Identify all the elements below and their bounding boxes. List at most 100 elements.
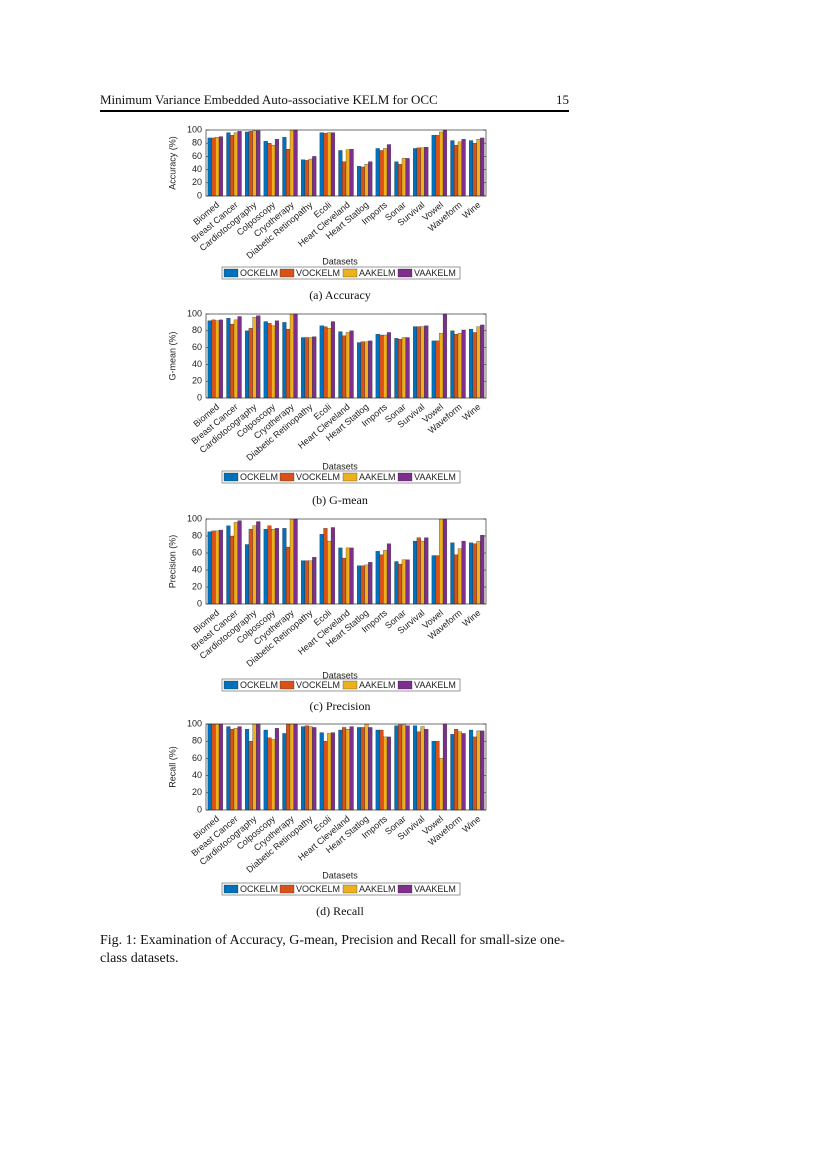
bar bbox=[226, 318, 231, 399]
bar bbox=[401, 724, 406, 811]
bar bbox=[345, 149, 350, 197]
bar bbox=[312, 336, 317, 399]
bar bbox=[349, 547, 354, 605]
bar bbox=[338, 150, 343, 197]
legend-label: AAKELM bbox=[359, 268, 396, 278]
bar bbox=[394, 561, 399, 605]
legend-swatch bbox=[342, 472, 358, 482]
bar bbox=[327, 132, 332, 197]
y-tick-label: 100 bbox=[187, 308, 202, 318]
legend-label: AAKELM bbox=[359, 472, 396, 482]
bar bbox=[252, 130, 257, 197]
bar bbox=[293, 518, 298, 605]
bar bbox=[457, 731, 462, 811]
bar bbox=[375, 148, 380, 197]
bar bbox=[304, 725, 309, 811]
x-tick-label: Wine bbox=[460, 608, 482, 629]
bar bbox=[454, 145, 459, 197]
bar bbox=[230, 135, 235, 197]
bar bbox=[293, 129, 298, 197]
bar bbox=[405, 559, 410, 605]
bar bbox=[424, 325, 429, 399]
bar bbox=[289, 313, 294, 399]
bar bbox=[442, 129, 447, 197]
bar bbox=[218, 723, 223, 811]
bar bbox=[215, 137, 220, 197]
bar bbox=[457, 141, 462, 197]
legend-swatch bbox=[342, 884, 358, 894]
bar bbox=[386, 543, 391, 605]
bar bbox=[439, 131, 444, 197]
bar bbox=[450, 140, 455, 197]
bar bbox=[233, 132, 238, 197]
bar bbox=[248, 529, 253, 605]
x-tick-label: Wine bbox=[460, 200, 482, 221]
y-tick-label: 80 bbox=[192, 138, 202, 148]
bar bbox=[360, 727, 365, 811]
bar bbox=[476, 730, 481, 811]
bar bbox=[252, 317, 257, 399]
bar bbox=[375, 551, 380, 605]
bar bbox=[386, 332, 391, 399]
bar bbox=[416, 326, 421, 399]
y-tick-label: 20 bbox=[192, 177, 202, 187]
bar bbox=[413, 326, 418, 399]
bar bbox=[454, 334, 459, 399]
bar bbox=[338, 331, 343, 399]
bar bbox=[245, 330, 250, 399]
subfigure-caption: (a) Accuracy bbox=[309, 288, 371, 302]
bar bbox=[349, 148, 354, 197]
bar bbox=[439, 758, 444, 811]
figure-caption: Fig. 1: Examination of Accuracy, G-mean,… bbox=[100, 933, 565, 966]
x-tick-label: Wine bbox=[460, 814, 482, 835]
legend-swatch bbox=[279, 884, 295, 894]
legend-label: AAKELM bbox=[359, 884, 396, 894]
bar bbox=[394, 161, 399, 197]
bar bbox=[308, 726, 313, 811]
bar bbox=[211, 319, 216, 399]
bar bbox=[360, 565, 365, 605]
bar bbox=[386, 736, 391, 811]
bar bbox=[274, 728, 279, 811]
legend-swatch bbox=[342, 680, 358, 690]
bar bbox=[439, 518, 444, 605]
bar bbox=[424, 729, 429, 811]
bar bbox=[368, 161, 373, 197]
bar bbox=[256, 130, 261, 197]
bar bbox=[472, 543, 477, 605]
bar bbox=[386, 144, 391, 197]
bar bbox=[304, 337, 309, 399]
bar bbox=[327, 328, 332, 399]
bar bbox=[357, 342, 362, 399]
x-axis-label: Datasets bbox=[322, 670, 358, 680]
y-tick-label: 100 bbox=[187, 718, 202, 728]
bar bbox=[248, 328, 253, 399]
legend-swatch bbox=[397, 472, 413, 482]
bar bbox=[424, 147, 429, 197]
bar bbox=[383, 550, 388, 605]
bar bbox=[472, 143, 477, 197]
bar bbox=[357, 565, 362, 605]
axes-box bbox=[205, 723, 487, 811]
bar bbox=[469, 328, 474, 399]
legend-label: VOCKELM bbox=[296, 268, 340, 278]
bar bbox=[461, 540, 466, 605]
legend-label: VOCKELM bbox=[296, 680, 340, 690]
bar bbox=[218, 136, 223, 197]
bar bbox=[256, 723, 261, 811]
y-tick-label: 60 bbox=[192, 151, 202, 161]
y-tick-label: 0 bbox=[197, 804, 202, 814]
bar bbox=[360, 341, 365, 399]
bar bbox=[301, 159, 306, 197]
y-tick-label: 40 bbox=[192, 770, 202, 780]
bar bbox=[480, 535, 485, 605]
legend-label: AAKELM bbox=[359, 680, 396, 690]
bar bbox=[330, 132, 335, 197]
bar bbox=[454, 554, 459, 605]
bar bbox=[215, 320, 220, 399]
bar bbox=[435, 340, 440, 399]
bar bbox=[457, 333, 462, 399]
bar bbox=[263, 321, 268, 399]
bar bbox=[286, 328, 291, 399]
